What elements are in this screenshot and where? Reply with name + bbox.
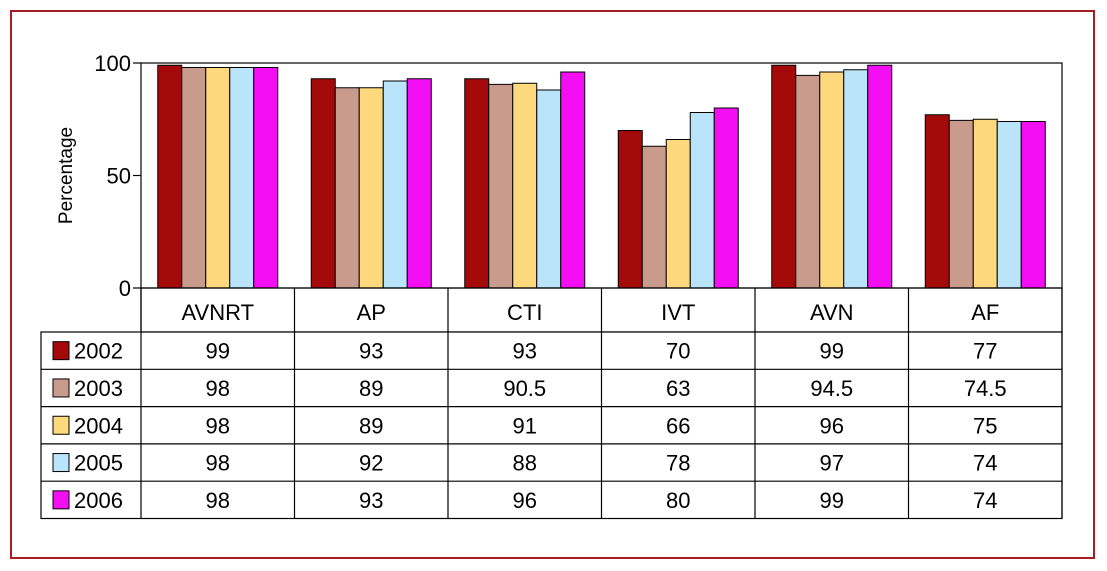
data-label-avnrt-2003: 98 xyxy=(206,376,230,401)
data-label-avn-2005: 97 xyxy=(820,451,844,476)
data-label-cti-2004: 91 xyxy=(513,413,537,438)
data-table: AVNRT AP CTI IVT AVN AF 2002 99 93 93 70 99 77 2003 98… xyxy=(40,287,1063,520)
data-label-avnrt-2005: 98 xyxy=(206,451,230,476)
legend-swatch-2004 xyxy=(52,415,70,435)
bar-avnrt-2003 xyxy=(181,67,207,289)
data-label-cti-2005: 88 xyxy=(513,451,537,476)
bar-ap-2005 xyxy=(382,80,408,289)
figure-frame xyxy=(10,10,1095,559)
legend-label-2004: 2004 xyxy=(74,413,123,438)
legend-swatch-2003 xyxy=(52,378,70,398)
data-label-avn-2006: 99 xyxy=(820,488,844,513)
data-label-avnrt-2006: 98 xyxy=(206,488,230,513)
bar-avn-2003 xyxy=(795,74,821,289)
data-label-af-2002: 77 xyxy=(973,339,997,364)
bar-avnrt-2006 xyxy=(253,67,279,289)
bar-af-2005 xyxy=(996,121,1022,289)
y-tick-label: 100 xyxy=(94,51,131,76)
bar-avnrt-2004 xyxy=(205,67,231,289)
data-label-avn-2003: 94.5 xyxy=(810,376,853,401)
legend-label-2005: 2005 xyxy=(74,451,123,476)
data-label-af-2004: 75 xyxy=(973,413,997,438)
category-label-avnrt: AVNRT xyxy=(181,300,254,325)
category-label-ivt: IVT xyxy=(661,300,695,325)
data-label-avn-2002: 99 xyxy=(820,339,844,364)
table-body xyxy=(40,331,1063,520)
legend-swatch-2005 xyxy=(52,453,70,473)
y-tick-label: 50 xyxy=(107,164,131,189)
data-label-af-2006: 74 xyxy=(973,488,997,513)
bar-af-2002 xyxy=(924,114,950,289)
bar-ivt-2004 xyxy=(665,139,691,289)
bar-cti-2002 xyxy=(464,78,490,289)
category-label-cti: CTI xyxy=(507,300,542,325)
bar-ivt-2003 xyxy=(641,145,667,289)
data-label-avn-2004: 96 xyxy=(820,413,844,438)
data-label-ivt-2004: 66 xyxy=(666,413,690,438)
category-label-af: AF xyxy=(971,300,999,325)
data-label-cti-2006: 96 xyxy=(513,488,537,513)
bar-ap-2002 xyxy=(310,78,336,289)
bar-ap-2003 xyxy=(334,87,360,289)
bar-af-2006 xyxy=(1020,121,1046,289)
data-label-avnrt-2004: 98 xyxy=(206,413,230,438)
data-label-ap-2004: 89 xyxy=(359,413,383,438)
data-label-ap-2003: 89 xyxy=(359,376,383,401)
data-label-ap-2006: 93 xyxy=(359,488,383,513)
legend-label-2003: 2003 xyxy=(74,376,123,401)
bar-ap-2006 xyxy=(406,78,432,289)
data-label-af-2003: 74.5 xyxy=(964,376,1007,401)
legend-label-2002: 2002 xyxy=(74,339,123,364)
data-label-ivt-2002: 70 xyxy=(666,339,690,364)
bar-avn-2005 xyxy=(843,69,869,289)
bar-ivt-2006 xyxy=(713,107,739,289)
bar-avn-2004 xyxy=(819,71,845,289)
y-axis-label: Percentage xyxy=(56,127,77,224)
data-label-avnrt-2002: 99 xyxy=(206,339,230,364)
bar-cti-2004 xyxy=(512,82,538,289)
data-label-ivt-2003: 63 xyxy=(666,376,690,401)
data-label-ap-2002: 93 xyxy=(359,339,383,364)
bar-af-2003 xyxy=(948,119,974,289)
bar-af-2004 xyxy=(972,118,998,289)
data-label-cti-2002: 93 xyxy=(513,339,537,364)
data-label-ap-2005: 92 xyxy=(359,451,383,476)
data-label-ivt-2005: 78 xyxy=(666,451,690,476)
bar-avn-2006 xyxy=(867,64,893,289)
plot-area-border xyxy=(140,62,1063,289)
bar-ivt-2002 xyxy=(617,130,643,289)
legend-label-2006: 2006 xyxy=(74,488,123,513)
y-tick-label: 0 xyxy=(119,276,131,301)
bars-group xyxy=(157,64,1046,289)
bar-ivt-2005 xyxy=(689,112,715,289)
bar-avnrt-2002 xyxy=(157,64,183,289)
bar-cti-2005 xyxy=(536,89,562,289)
legend-swatch-2002 xyxy=(52,341,70,361)
bar-avnrt-2005 xyxy=(229,67,255,289)
data-label-af-2005: 74 xyxy=(973,451,997,476)
axes-group: 0 50 100 Percentage xyxy=(56,51,1063,301)
data-label-ivt-2006: 80 xyxy=(666,488,690,513)
bar-ap-2004 xyxy=(358,87,384,289)
category-label-avn: AVN xyxy=(810,300,854,325)
bar-avn-2002 xyxy=(771,64,797,289)
category-label-ap: AP xyxy=(357,300,386,325)
data-label-cti-2003: 90.5 xyxy=(503,376,546,401)
legend-swatch-2006 xyxy=(52,490,70,510)
bar-cti-2003 xyxy=(488,83,514,289)
bar-cti-2006 xyxy=(560,71,586,289)
